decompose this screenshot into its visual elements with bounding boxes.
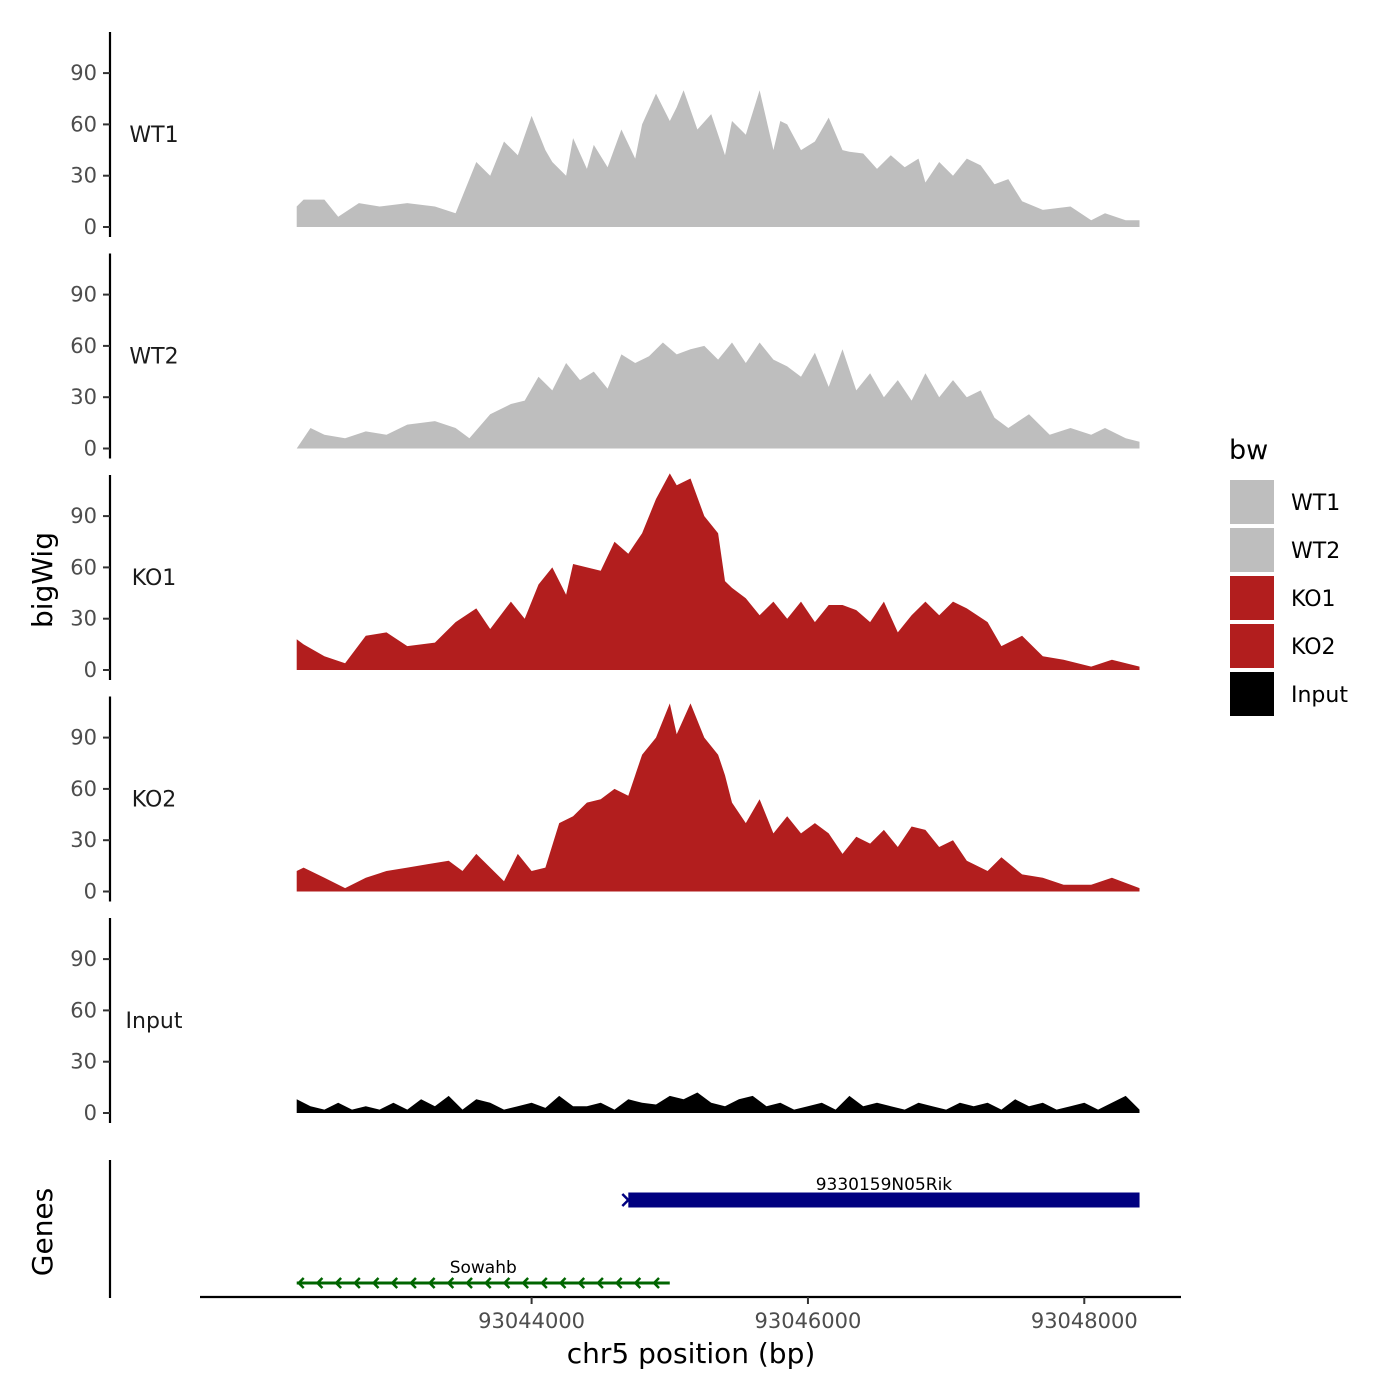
strand-arrow-icon — [446, 1277, 455, 1289]
strand-arrow-icon — [577, 1277, 586, 1289]
area-wt2 — [296, 342, 1140, 449]
track-label-ko2: KO2 — [132, 788, 177, 813]
strand-arrow-icon — [540, 1277, 548, 1289]
strand-arrow-icon — [483, 1277, 492, 1289]
strand-arrow-icon — [427, 1277, 436, 1289]
y-tick-label: 0 — [84, 437, 97, 461]
x-tick-label: 93048000 — [1031, 1309, 1138, 1333]
gene-label-sowahb: Sowahb — [450, 1258, 517, 1278]
track-label-ko1: KO1 — [132, 566, 177, 591]
x-tick-label: 93044000 — [478, 1309, 585, 1333]
strand-arrow-icon — [465, 1277, 473, 1289]
strand-arrow-icon — [353, 1277, 361, 1289]
y-tick-label: 90 — [70, 947, 97, 971]
y-tick-label: 0 — [84, 1101, 97, 1125]
strand-arrow-icon — [409, 1277, 417, 1289]
strand-arrow-icon — [296, 1277, 305, 1289]
track-input: 0 30 60 90 Input — [70, 918, 1140, 1125]
y-tick-label: 90 — [70, 283, 97, 307]
y-tick-label: 30 — [70, 1050, 97, 1074]
x-tick-label: 93046000 — [754, 1309, 861, 1333]
strand-arrow-icon — [521, 1277, 530, 1289]
track-wt1: 0 30 60 90 WT1 — [70, 32, 1140, 239]
track-ko2: 0 30 60 90 KO2 — [70, 696, 1140, 904]
y-tick-label: 30 — [70, 164, 97, 188]
strand-arrow-icon — [371, 1277, 380, 1289]
legend-swatch — [1230, 480, 1274, 524]
gene-9330159n05rik: 9330159N05Rik — [621, 1175, 1140, 1208]
legend-entry-input: Input — [1230, 672, 1348, 716]
y-tick-label: 60 — [70, 555, 97, 579]
track-wt2: 0 30 60 90 WT2 — [70, 253, 1140, 461]
strand-arrow-icon — [633, 1277, 642, 1289]
track-ko1: 0 30 60 90 KO1 — [70, 473, 1140, 682]
y-tick-label: 90 — [70, 726, 97, 750]
legend-swatch — [1230, 624, 1274, 668]
legend-label: WT1 — [1291, 491, 1340, 516]
legend-entry-wt2: WT2 — [1230, 528, 1340, 572]
legend-title: bw — [1229, 435, 1268, 466]
y-tick-label: 60 — [70, 112, 97, 136]
legend-swatch — [1230, 528, 1274, 572]
y-tick-label: 0 — [84, 215, 97, 239]
area-ko1 — [296, 473, 1140, 670]
legend-label: WT2 — [1291, 539, 1340, 564]
genes-axis-title: Genes — [26, 1188, 59, 1276]
area-ko2 — [296, 703, 1140, 892]
legend-swatch — [1230, 672, 1274, 716]
legend-entry-ko2: KO2 — [1230, 624, 1336, 668]
strand-arrow-icon — [315, 1277, 324, 1289]
y-tick-label: 90 — [70, 61, 97, 85]
y-tick-label: 60 — [70, 998, 97, 1022]
area-wt1 — [296, 90, 1140, 227]
y-tick-label: 30 — [70, 607, 97, 631]
track-label-input: Input — [126, 1009, 183, 1034]
signal-tracks: 0 30 60 90 WT1 0 30 60 90 WT2 0 30 60 90 KO1 0 30 60 90 KO2… — [70, 32, 1140, 1125]
y-axis-title: bigWig — [26, 532, 59, 628]
track-label-wt1: WT1 — [129, 123, 178, 148]
x-axis: 93044000 93046000 93048000 — [200, 1295, 1181, 1333]
strand-arrow-icon — [652, 1277, 660, 1289]
strand-arrow-icon — [334, 1277, 343, 1289]
gene-track: 9330159N05Rik Sowahb — [108, 1160, 1140, 1298]
y-tick-label: 60 — [70, 334, 97, 358]
y-tick-label: 30 — [70, 385, 97, 409]
legend: bw WT1 WT2 KO1 KO2 Input — [1229, 435, 1348, 716]
legend-entry-wt1: WT1 — [1230, 480, 1340, 524]
strand-arrow-icon — [621, 1193, 631, 1207]
track-label-wt2: WT2 — [129, 345, 178, 370]
legend-swatch — [1230, 576, 1274, 620]
strand-arrow-icon — [502, 1277, 511, 1289]
y-tick-label: 0 — [84, 880, 97, 904]
legend-label: Input — [1291, 683, 1348, 708]
strand-arrow-icon — [390, 1277, 399, 1289]
legend-label: KO1 — [1291, 587, 1336, 612]
area-input — [296, 1092, 1140, 1113]
x-axis-title: chr5 position (bp) — [567, 1337, 816, 1370]
y-tick-label: 0 — [84, 658, 97, 682]
strand-arrow-icon — [558, 1277, 567, 1289]
y-tick-label: 90 — [70, 504, 97, 528]
y-tick-label: 60 — [70, 777, 97, 801]
gene-label-9330159n05rik: 9330159N05Rik — [816, 1175, 953, 1195]
legend-entry-ko1: KO1 — [1230, 576, 1336, 620]
y-tick-label: 30 — [70, 828, 97, 852]
strand-arrow-icon — [596, 1277, 604, 1289]
strand-arrow-icon — [614, 1277, 623, 1289]
gene-sowahb: Sowahb — [296, 1258, 670, 1289]
legend-label: KO2 — [1291, 635, 1336, 660]
